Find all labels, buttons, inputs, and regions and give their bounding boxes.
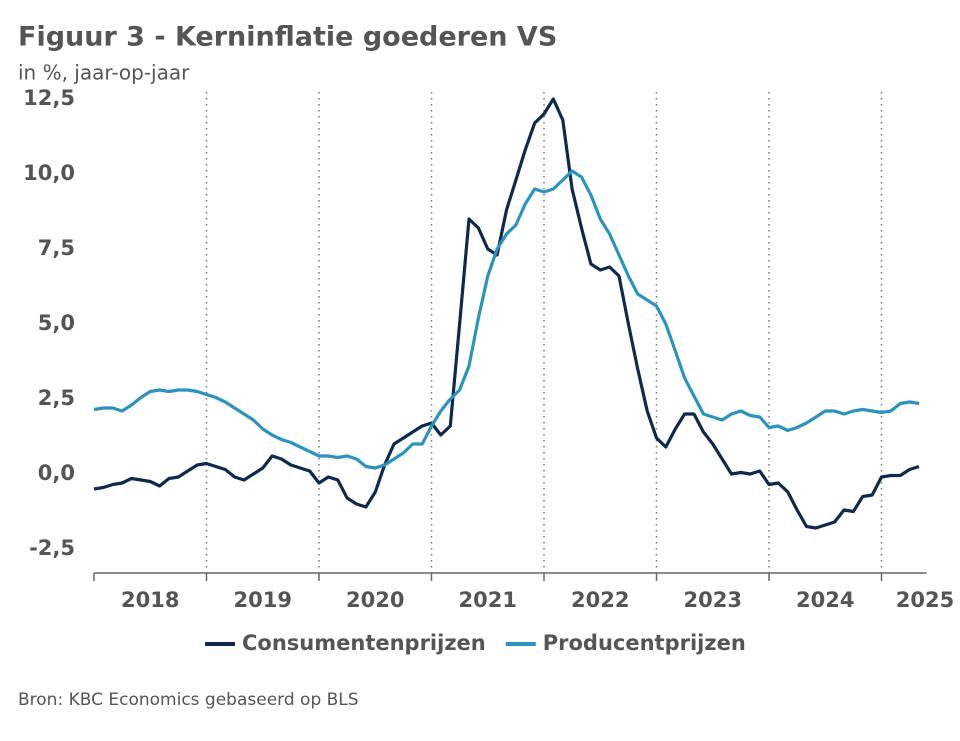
- series-line: [93, 97, 920, 530]
- y-tick-label: -2,5: [29, 536, 75, 560]
- y-tick-label: 0,0: [38, 461, 75, 485]
- chart-title: Figuur 3 - Kerninflatie goederen VS: [18, 22, 557, 53]
- x-tick-label: 2022: [571, 588, 629, 612]
- source: Bron: KBC Economics gebaseerd op BLS: [18, 690, 359, 710]
- x-tick-label: 2025: [896, 588, 954, 612]
- x-tick-label: 2020: [346, 588, 404, 612]
- y-tick-label: 7,5: [38, 236, 75, 260]
- legend-label: Consumentenprijzen: [242, 631, 486, 655]
- x-tick-label: 2023: [684, 588, 742, 612]
- series-line: [93, 169, 920, 470]
- y-tick-label: 5,0: [38, 311, 75, 335]
- x-tick-label: 2021: [459, 588, 517, 612]
- y-tick-label: 2,5: [38, 386, 75, 410]
- x-tick-label: 2018: [121, 588, 179, 612]
- y-tick-label: 10,0: [23, 161, 75, 185]
- x-tick-label: 2019: [234, 588, 292, 612]
- y-tick-label: 12,5: [23, 86, 75, 110]
- x-tick-label: 2024: [796, 588, 854, 612]
- chart-subtitle: in %, jaar-op-jaar: [18, 61, 190, 85]
- legend-label: Producentprijzen: [543, 631, 746, 655]
